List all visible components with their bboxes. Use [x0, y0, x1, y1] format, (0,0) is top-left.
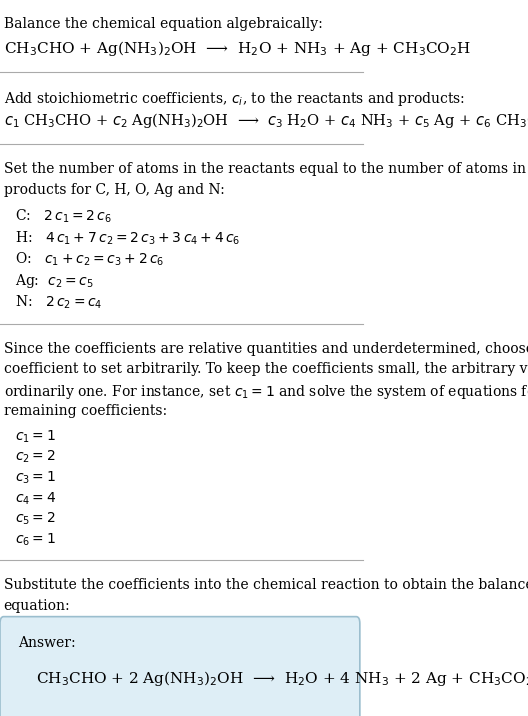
Text: remaining coefficients:: remaining coefficients:	[4, 404, 167, 417]
Text: $c_2 = 2$: $c_2 = 2$	[15, 449, 55, 465]
Text: $c_6 = 1$: $c_6 = 1$	[15, 531, 55, 548]
Text: Substitute the coefficients into the chemical reaction to obtain the balanced: Substitute the coefficients into the che…	[4, 578, 528, 592]
Text: $c_1$ CH$_3$CHO + $c_2$ Ag(NH$_3$)$_2$OH  ⟶  $c_3$ H$_2$O + $c_4$ NH$_3$ + $c_5$: $c_1$ CH$_3$CHO + $c_2$ Ag(NH$_3$)$_2$OH…	[4, 111, 528, 130]
Text: O:   $c_1 + c_2 = c_3 + 2\,c_6$: O: $c_1 + c_2 = c_3 + 2\,c_6$	[15, 251, 164, 268]
Text: $c_5 = 2$: $c_5 = 2$	[15, 511, 55, 527]
Text: ordinarily one. For instance, set $c_1 = 1$ and solve the system of equations fo: ordinarily one. For instance, set $c_1 =…	[4, 383, 528, 401]
Text: Add stoichiometric coefficients, $c_i$, to the reactants and products:: Add stoichiometric coefficients, $c_i$, …	[4, 90, 465, 107]
Text: Since the coefficients are relative quantities and underdetermined, choose a: Since the coefficients are relative quan…	[4, 342, 528, 356]
Text: Answer:: Answer:	[18, 636, 76, 650]
Text: $c_3 = 1$: $c_3 = 1$	[15, 470, 55, 486]
Text: N:   $2\,c_2 = c_4$: N: $2\,c_2 = c_4$	[15, 294, 102, 311]
FancyBboxPatch shape	[0, 616, 360, 716]
Text: Ag:  $c_2 = c_5$: Ag: $c_2 = c_5$	[15, 272, 93, 291]
Text: equation:: equation:	[4, 599, 70, 613]
Text: CH$_3$CHO + 2 Ag(NH$_3$)$_2$OH  ⟶  H$_2$O + 4 NH$_3$ + 2 Ag + CH$_3$CO$_2$H: CH$_3$CHO + 2 Ag(NH$_3$)$_2$OH ⟶ H$_2$O …	[36, 669, 528, 688]
Text: H:   $4\,c_1 + 7\,c_2 = 2\,c_3 + 3\,c_4 + 4\,c_6$: H: $4\,c_1 + 7\,c_2 = 2\,c_3 + 3\,c_4 + …	[15, 229, 240, 246]
Text: $c_1 = 1$: $c_1 = 1$	[15, 428, 55, 445]
Text: $c_4 = 4$: $c_4 = 4$	[15, 490, 56, 507]
Text: CH$_3$CHO + Ag(NH$_3$)$_2$OH  ⟶  H$_2$O + NH$_3$ + Ag + CH$_3$CO$_2$H: CH$_3$CHO + Ag(NH$_3$)$_2$OH ⟶ H$_2$O + …	[4, 39, 471, 58]
Text: coefficient to set arbitrarily. To keep the coefficients small, the arbitrary va: coefficient to set arbitrarily. To keep …	[4, 362, 528, 377]
Text: products for C, H, O, Ag and N:: products for C, H, O, Ag and N:	[4, 183, 224, 197]
Text: C:   $2\,c_1 = 2\,c_6$: C: $2\,c_1 = 2\,c_6$	[15, 208, 111, 225]
Text: Set the number of atoms in the reactants equal to the number of atoms in the: Set the number of atoms in the reactants…	[4, 162, 528, 176]
Text: Balance the chemical equation algebraically:: Balance the chemical equation algebraica…	[4, 17, 323, 32]
